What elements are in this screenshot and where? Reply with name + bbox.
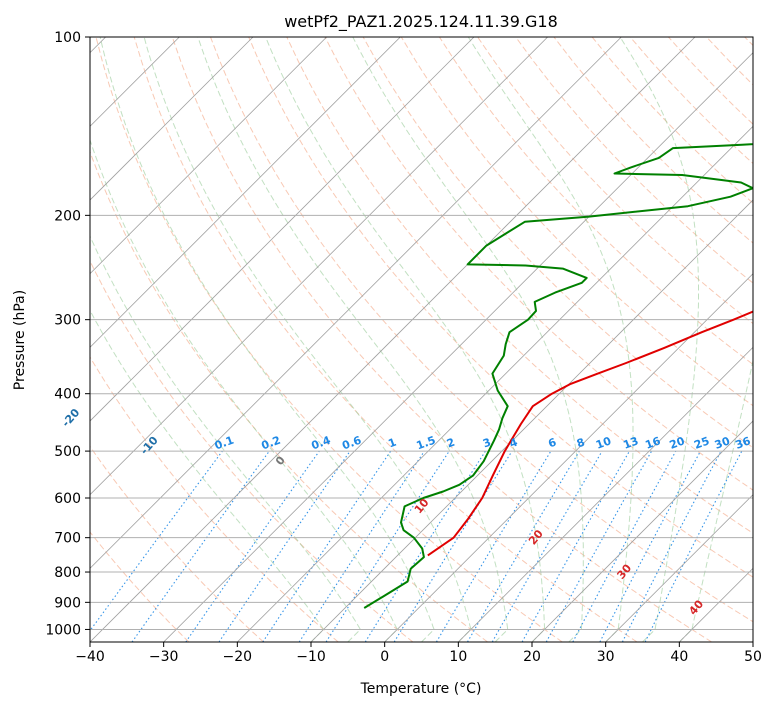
y-tick-label: 100 (54, 30, 81, 46)
y-axis-label: Pressure (hPa) (12, 290, 28, 390)
x-tick-label: 40 (670, 649, 688, 665)
x-tick-label: 0 (380, 649, 389, 665)
x-tick-label: −10 (296, 649, 326, 665)
y-tick-label: 1000 (45, 622, 81, 638)
y-tick-label: 800 (54, 565, 81, 581)
x-tick-label: 10 (449, 649, 467, 665)
x-tick-label: −20 (223, 649, 253, 665)
chart-title: wetPf2_PAZ1.2025.124.11.39.G18 (284, 12, 558, 32)
y-tick-label: 900 (54, 595, 81, 611)
y-tick-label: 600 (54, 491, 81, 507)
y-tick-label: 500 (54, 444, 81, 460)
x-tick-label: −30 (149, 649, 179, 665)
x-tick-label: −40 (75, 649, 105, 665)
y-tick-label: 400 (54, 387, 81, 403)
x-tick-label: 30 (597, 649, 615, 665)
y-tick-label: 700 (54, 531, 81, 547)
x-tick-label: 20 (523, 649, 541, 665)
x-tick-label: 50 (744, 649, 762, 665)
y-tick-label: 300 (54, 313, 81, 329)
x-axis-label: Temperature (°C) (360, 681, 482, 697)
y-tick-label: 200 (54, 208, 81, 224)
